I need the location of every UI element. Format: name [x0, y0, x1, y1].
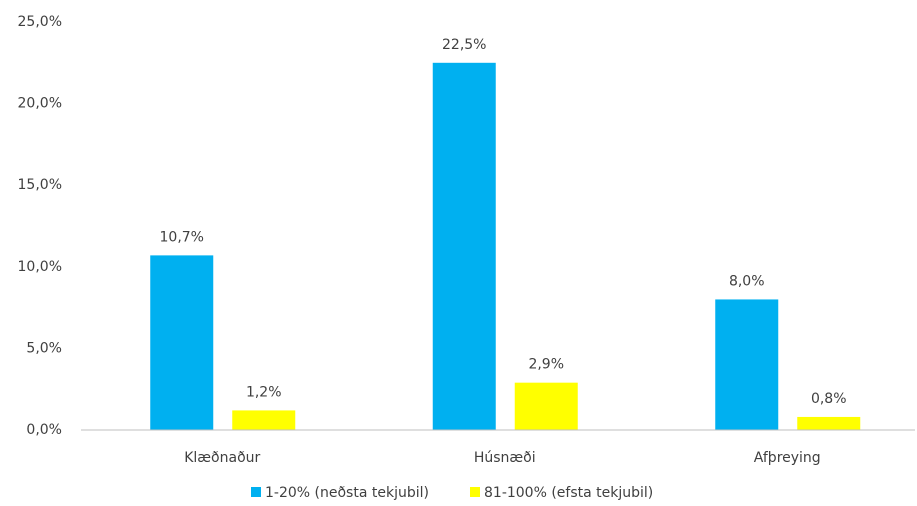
- y-tick-label: 20,0%: [18, 96, 62, 112]
- y-tick-label: 15,0%: [18, 177, 62, 193]
- x-tick-label: Húsnæði: [474, 450, 536, 466]
- value-label: 2,9%: [528, 357, 564, 373]
- value-label: 0,8%: [811, 391, 847, 407]
- legend-label: 81-100% (efsta tekjubil): [484, 485, 653, 501]
- legend-swatch: [470, 487, 480, 497]
- bar: [514, 382, 578, 430]
- y-tick-label: 25,0%: [18, 14, 62, 30]
- bar: [150, 255, 214, 430]
- bar: [232, 410, 296, 430]
- value-label: 22,5%: [442, 37, 486, 53]
- value-label: 8,0%: [729, 273, 765, 289]
- value-label: 1,2%: [246, 384, 282, 400]
- x-tick-label: Klæðnaður: [184, 450, 260, 466]
- bar: [432, 62, 496, 431]
- y-tick-label: 10,0%: [18, 259, 62, 275]
- bar: [715, 299, 779, 430]
- legend-swatch: [251, 487, 261, 497]
- bar: [797, 416, 861, 430]
- y-tick-label: 0,0%: [26, 422, 62, 438]
- legend-label: 1-20% (neðsta tekjubil): [265, 485, 429, 501]
- value-label: 10,7%: [160, 229, 204, 245]
- y-tick-label: 5,0%: [26, 340, 62, 356]
- x-tick-label: Afþreying: [754, 450, 821, 466]
